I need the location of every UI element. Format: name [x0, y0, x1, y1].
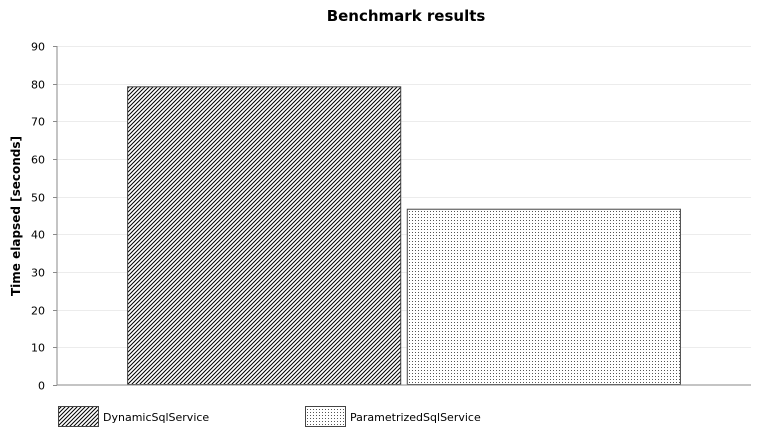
y-tick-label-80: 80	[31, 79, 45, 92]
y-tick-label-90: 90	[31, 41, 45, 54]
y-tick-label-10: 10	[31, 342, 45, 355]
y-axis-label: Time elapsed [seconds]	[9, 136, 23, 296]
y-tick-label-50: 50	[31, 192, 45, 205]
y-tick-label-60: 60	[31, 154, 45, 167]
bar-DynamicSqlService	[127, 86, 402, 385]
y-tick-label-0: 0	[38, 380, 45, 393]
bar-ParametrizedSqlService	[406, 208, 681, 385]
bars	[127, 86, 681, 385]
y-tick-label-20: 20	[31, 305, 45, 318]
legend-swatch-DynamicSqlService	[58, 406, 99, 427]
y-axis-ticks: 0 10 20 30 40 50 60 70 80 90	[31, 41, 57, 393]
y-tick-label-30: 30	[31, 267, 45, 280]
y-tick-label-40: 40	[31, 229, 45, 242]
legend-label-DynamicSqlService: DynamicSqlService	[103, 411, 209, 424]
legend-swatch-ParametrizedSqlService	[305, 406, 346, 427]
y-tick-label-70: 70	[31, 116, 45, 129]
legend: DynamicSqlService ParametrizedSqlService	[58, 406, 481, 427]
chart-title: Benchmark results	[327, 7, 486, 25]
legend-label-ParametrizedSqlService: ParametrizedSqlService	[350, 411, 481, 424]
